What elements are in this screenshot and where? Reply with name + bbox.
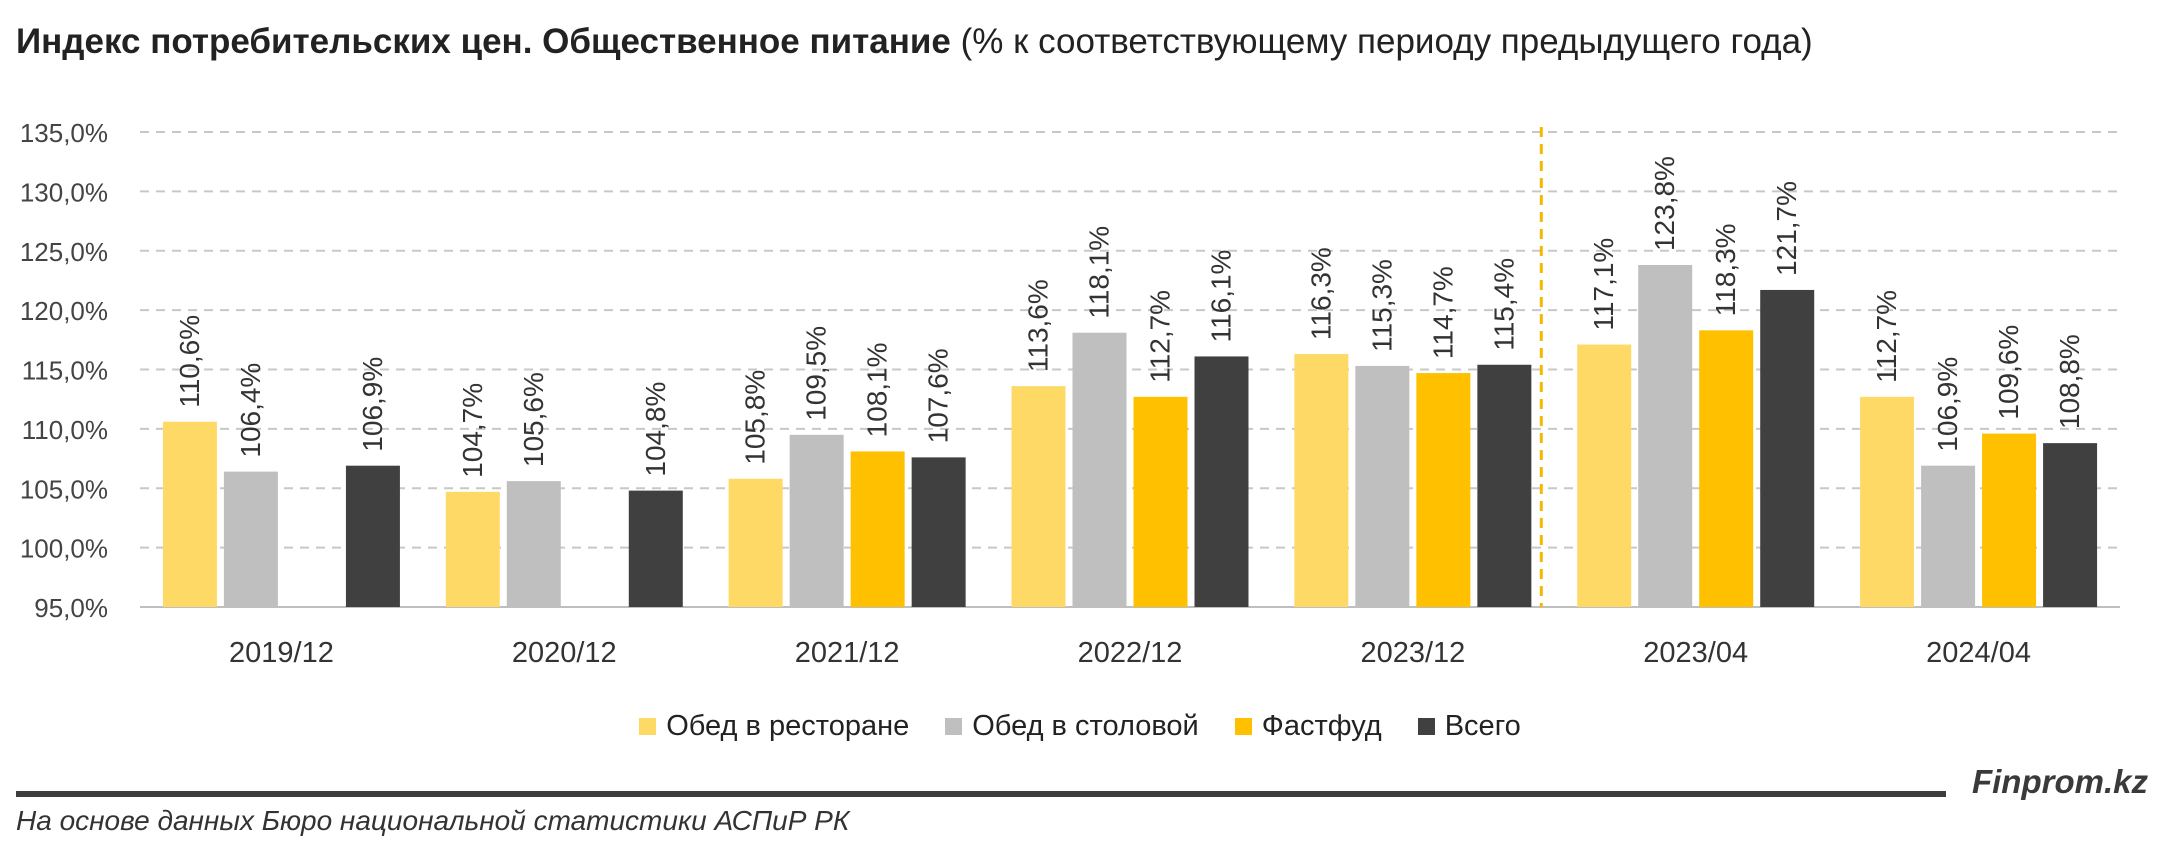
data-label: 108,8% [2054,334,2085,429]
data-label: 104,8% [640,382,671,477]
bar [162,421,217,607]
bar [1011,386,1066,607]
chart-title: Индекс потребительских цен. Общественное… [16,22,1813,62]
bar [1760,289,1815,607]
chart-title-main: Индекс потребительских цен. Общественное… [16,22,951,61]
data-label: 112,7% [1145,290,1176,383]
legend-label: Обед в столовой [972,710,1199,742]
bar [1477,364,1532,607]
data-label: 123,8% [1649,156,1680,251]
x-tick-label: 2020/12 [512,637,617,669]
data-label: 106,4% [235,363,266,458]
y-tick-label: 130,0% [20,177,108,207]
data-label: 106,9% [357,357,388,452]
y-tick-label: 115,0% [22,356,108,386]
bar [223,471,278,607]
bar [728,478,783,607]
bar [345,465,400,607]
data-label: 106,9% [1932,357,1963,452]
data-label: 121,7% [1771,181,1802,276]
y-tick-label: 120,0% [20,296,108,326]
bar [850,451,905,607]
x-tick-label: 2022/12 [1078,637,1183,669]
bar-chart: 95,0% 100,0% 105,0% 110,0% 115,0% 120,0% 125,0… [20,118,2120,669]
source-note: На основе данных Бюро национальной стати… [16,805,850,836]
legend-item: Всего [1417,710,1521,743]
data-label: 108,1% [862,342,893,437]
data-label: 118,3% [1710,223,1741,316]
x-tick-label: 2024/04 [1926,637,2031,669]
legend-item: Обед в столовой [945,710,1199,743]
y-tick-label: 95,0% [34,593,108,623]
data-label: 105,6% [518,372,549,467]
bar [911,457,966,607]
x-tick-label: 2019/12 [229,637,334,669]
y-tick-label: 110,0% [22,415,108,445]
chart-legend: Обед в ресторане Обед в столовой Фастфуд Вс… [0,710,2160,743]
chart-title-units: (% к соответствующему периоду предыдущег… [950,22,1813,61]
bar [1860,396,1915,607]
bar [1982,433,2037,607]
data-label: 105,8% [740,370,771,465]
legend-swatch [945,718,963,735]
bar [1416,373,1471,607]
brand-logo-text: Finprom.kz [1971,763,2148,800]
data-label: 110,6% [174,315,205,408]
y-tick-label: 100,0% [20,534,108,564]
x-tick-label: 2021/12 [795,637,900,669]
data-label: 118,1% [1084,226,1115,319]
data-label: 109,6% [1993,325,2024,420]
data-label: 112,7% [1871,290,1902,383]
data-label: 116,1% [1206,250,1237,343]
bar [1072,332,1127,607]
bar [1921,465,1976,607]
y-tick-label: 105,0% [20,474,108,504]
y-tick-label: 135,0% [20,118,108,148]
bar [1194,356,1249,607]
legend-swatch [1234,718,1252,735]
data-label: 113,6% [1023,279,1054,372]
bar [628,490,683,607]
data-label: 115,4% [1488,258,1519,351]
data-label: 109,5% [801,326,832,421]
bar [789,434,844,607]
data-label: 116,3% [1305,247,1336,340]
bar [1294,354,1349,607]
bar [445,491,500,607]
legend-swatch [1417,718,1435,735]
data-label: 107,6% [923,348,954,443]
x-tick-label: 2023/04 [1643,637,1748,669]
data-label: 104,7% [457,383,488,478]
y-tick-label: 125,0% [20,237,108,267]
x-tick-label: 2023/12 [1360,637,1465,669]
legend-label: Фастфуд [1261,710,1382,742]
bar [1638,265,1693,607]
legend-item: Фастфуд [1234,710,1382,743]
bar [1699,330,1754,607]
bar [1355,365,1410,607]
bar [2043,443,2098,607]
bar [1577,344,1632,607]
data-label: 115,3% [1366,259,1397,352]
footer-divider [16,791,1946,797]
legend-label: Обед в ресторане [666,710,910,742]
legend-swatch [639,718,657,735]
bar [506,481,561,607]
data-label: 114,7% [1427,266,1458,359]
legend-label: Всего [1444,710,1521,742]
data-label: 117,1% [1588,238,1619,331]
legend-item: Обед в ресторане [639,710,909,743]
bar [1133,396,1188,607]
